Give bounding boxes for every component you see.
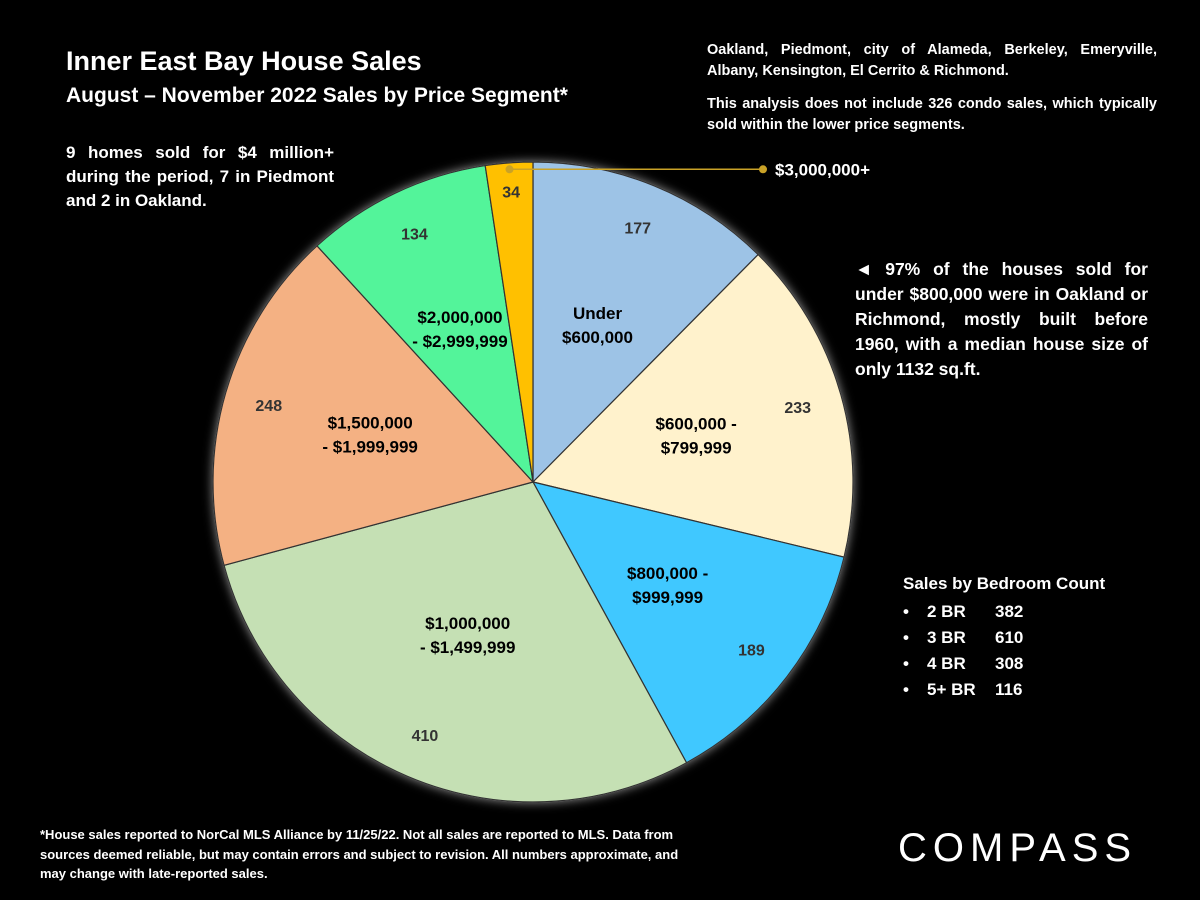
slice-value-label: 34	[502, 185, 520, 202]
slice-label-line: Under	[573, 304, 623, 323]
note-condo-exclusion: This analysis does not include 326 condo…	[707, 96, 1157, 133]
bedroom-label: 4 BR	[927, 654, 966, 673]
bedroom-row: • 3 BR 610	[903, 625, 1105, 651]
slice-category-label: $800,000 - $999,999	[627, 564, 708, 607]
pie-labels: 177 Under $600,000 233 $600,000 - $799,999 189…	[255, 160, 870, 745]
slice-label-line: $799,999	[661, 439, 732, 458]
bedroom-count-list: Sales by Bedroom Count • 2 BR 382 • 3 BR 610…	[903, 574, 1105, 703]
bedroom-value: 610	[995, 628, 1024, 647]
slice-label-line: $600,000 -	[656, 415, 737, 434]
slice-label-line: $999,999	[632, 588, 703, 607]
slice-label-line: $1,500,000	[328, 414, 413, 433]
bullet-icon: •	[903, 654, 909, 673]
bedroom-row: • 4 BR 308	[903, 651, 1105, 677]
slice-label-line: - $1,999,999	[322, 438, 417, 457]
callout-dot	[505, 165, 514, 174]
pie-slice-1-500-000-1-999-999	[212, 245, 535, 567]
slice-label-line: - $1,499,999	[420, 638, 515, 657]
pie-slice-1-000-000-1-499-999	[223, 481, 688, 803]
note-four-million: 9 homes sold for $4 million+ during the …	[66, 143, 334, 210]
note-regions: Oakland, Piedmont, city of Alameda, Berk…	[707, 42, 1157, 79]
bedroom-label: 2 BR	[927, 602, 966, 621]
slice-label-line: $600,000	[562, 328, 633, 347]
slice-value-label: 189	[738, 642, 765, 659]
pie-slices	[212, 161, 854, 803]
slice-category-label: $2,000,000 - $2,999,999	[412, 308, 507, 351]
chart-title: Inner East Bay House Sales	[66, 46, 422, 76]
slice-label-line: $800,000 -	[627, 564, 708, 583]
slice-value-label: 410	[412, 728, 439, 745]
slice-category-label: $600,000 - $799,999	[656, 415, 737, 458]
bedroom-count-heading: Sales by Bedroom Count	[903, 574, 1106, 593]
bedroom-label: 5+ BR	[927, 680, 976, 699]
pie-slice-2-000-000-2-999-999	[316, 164, 534, 484]
callout-label: $3,000,000+	[775, 160, 870, 179]
pie-slice-600-000-799-999	[531, 253, 854, 558]
slice-value-label: 233	[784, 400, 811, 417]
bullet-icon: •	[903, 680, 909, 699]
pie-slice-800-000-999-999	[531, 481, 845, 764]
pie-slice-under-600-000	[532, 161, 759, 484]
slice-category-label: $1,000,000 - $1,499,999	[420, 614, 515, 657]
chart-subtitle: August – November 2022 Sales by Price Se…	[66, 84, 568, 107]
slice-label-line: $1,000,000	[425, 614, 510, 633]
slice-category-label: Under $600,000	[562, 304, 633, 347]
slice-value-label: 177	[624, 220, 651, 237]
bedroom-row: • 5+ BR 116	[903, 677, 1105, 703]
callout-dot	[759, 165, 767, 174]
bedroom-value: 382	[995, 602, 1024, 621]
slice-label-line: $2,000,000	[417, 308, 502, 327]
compass-logo: COMPASS	[898, 826, 1138, 870]
bedroom-row: • 2 BR 382	[903, 599, 1105, 625]
bedroom-value: 116	[995, 680, 1023, 699]
slice-value-label: 134	[401, 227, 428, 244]
bullet-icon: •	[903, 602, 909, 621]
bullet-icon: •	[903, 628, 909, 647]
pie-slice-3-000-000	[484, 161, 534, 483]
bedroom-label: 3 BR	[927, 628, 966, 647]
bedroom-value: 308	[995, 654, 1024, 673]
footnote: *House sales reported to NorCal MLS Alli…	[40, 827, 679, 881]
slice-label-line: - $2,999,999	[412, 332, 507, 351]
slice-category-label: $1,500,000 - $1,999,999	[322, 414, 417, 457]
slice-value-label: 248	[255, 398, 282, 415]
note-under-800k: ◄ 97% of the houses sold for under $800,…	[855, 259, 1148, 379]
